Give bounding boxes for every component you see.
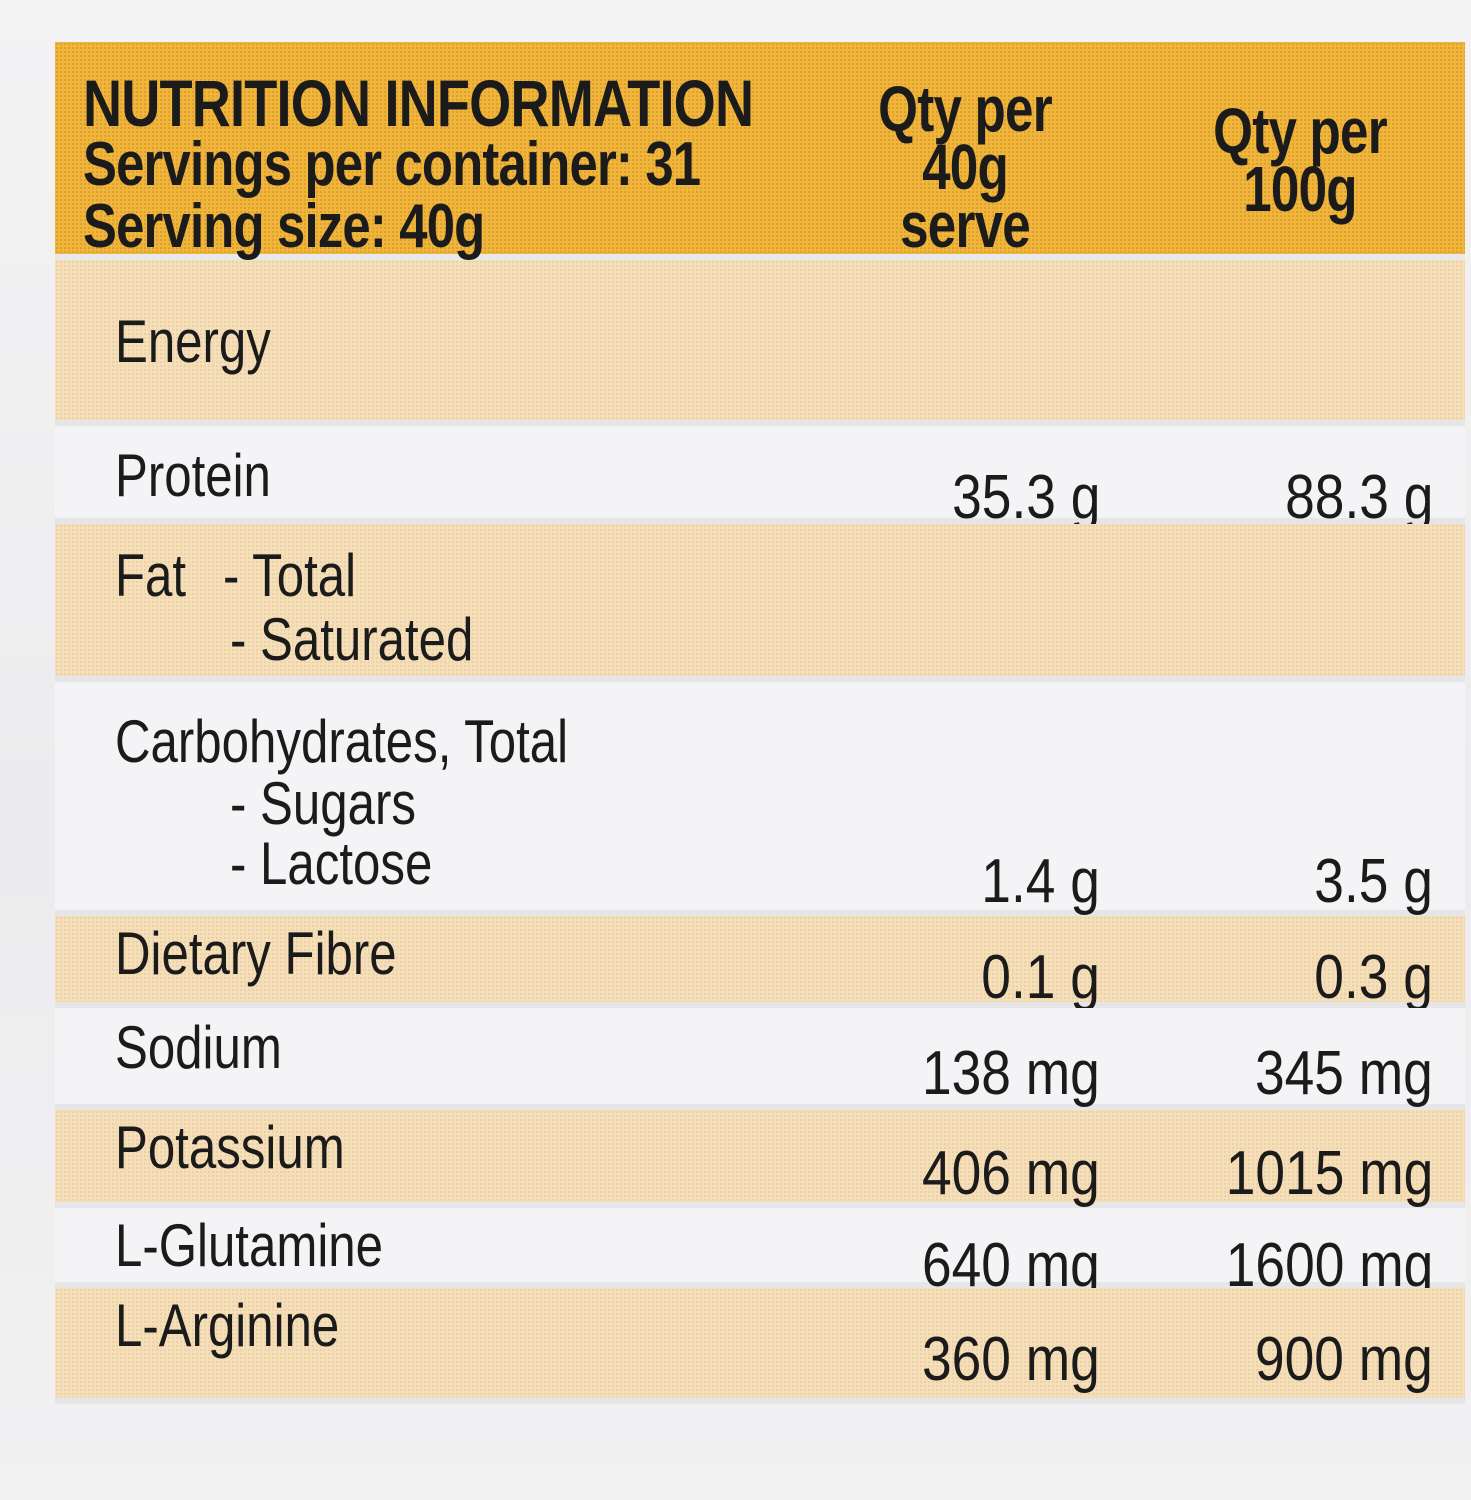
servings-per-container: Servings per container: 31 [83,130,701,199]
fat-saturated-label: - Saturated [230,606,474,673]
value-per-100g: 88.3 g [1284,463,1433,532]
value-per-100g: 0.3 g [1314,943,1433,1012]
divider [55,254,1465,260]
row-l-arginine: L-Arginine 360 mg 900 mg [55,1288,1465,1404]
column-header-per-100g: Qty per 100g [1213,95,1387,225]
row-label: Fat - Total [115,542,357,609]
value-per-100g: 345 mg [1255,1039,1433,1108]
row-label: Carbohydrates, Total [115,708,569,775]
value-per-serve: 138 mg [922,1039,1100,1108]
row-label: Protein [115,442,271,509]
header-info: NUTRITION INFORMATION Servings per conta… [83,66,754,261]
nutrition-title: NUTRITION INFORMATION [83,66,754,140]
fat-total-label: - Total [222,542,357,609]
column-header-per-serve: Qty per 40g serve [878,73,1052,261]
row-carbohydrates: Carbohydrates, Total - Sugars - Lactose … [55,682,1465,1324]
row-label: L-Glutamine [115,1212,383,1279]
nutrition-label: NUTRITION INFORMATION Servings per conta… [55,42,1465,1404]
serving-size: Serving size: 40g [83,192,485,261]
nutrition-header: NUTRITION INFORMATION Servings per conta… [55,42,1465,261]
row-label: Potassium [115,1114,345,1181]
row-label: Dietary Fibre [115,920,397,987]
value-per-serve: 0.1 g [981,943,1100,1012]
row-dietary-fibre: Dietary Fibre 0.1 g 0.3 g [55,916,1465,1012]
row-l-glutamine: L-Glutamine 640 mg 1600 mg [55,1208,1465,1300]
value-per-serve: 360 mg [922,1325,1100,1394]
row-energy: Energy 636 kJ 152 Cal 1589 kJ 380 Cal [55,260,1465,698]
row-fat: Fat- Total - Saturated 0.3 g 0.1 g 0.7 g… [55,524,1465,962]
lactose-label: - Lactose [230,830,433,897]
row-label: Energy [115,308,271,375]
row-label: L-Arginine [115,1292,340,1359]
value-per-100g: 1015 mg [1225,1139,1433,1208]
row-protein: Protein 35.3 g 88.3 g [55,426,1465,532]
value-per-100g: 900 mg [1255,1325,1433,1394]
row-potassium: Potassium 406 mg 1015 mg [55,1110,1465,1208]
value-per-serve: 35.3 g [951,463,1100,532]
row-label: Sodium [115,1014,282,1081]
value-per-serve: 406 mg [922,1139,1100,1208]
sugars-label: - Sugars [230,770,416,837]
row-sodium: Sodium 138 mg 345 mg [55,1008,1465,1110]
